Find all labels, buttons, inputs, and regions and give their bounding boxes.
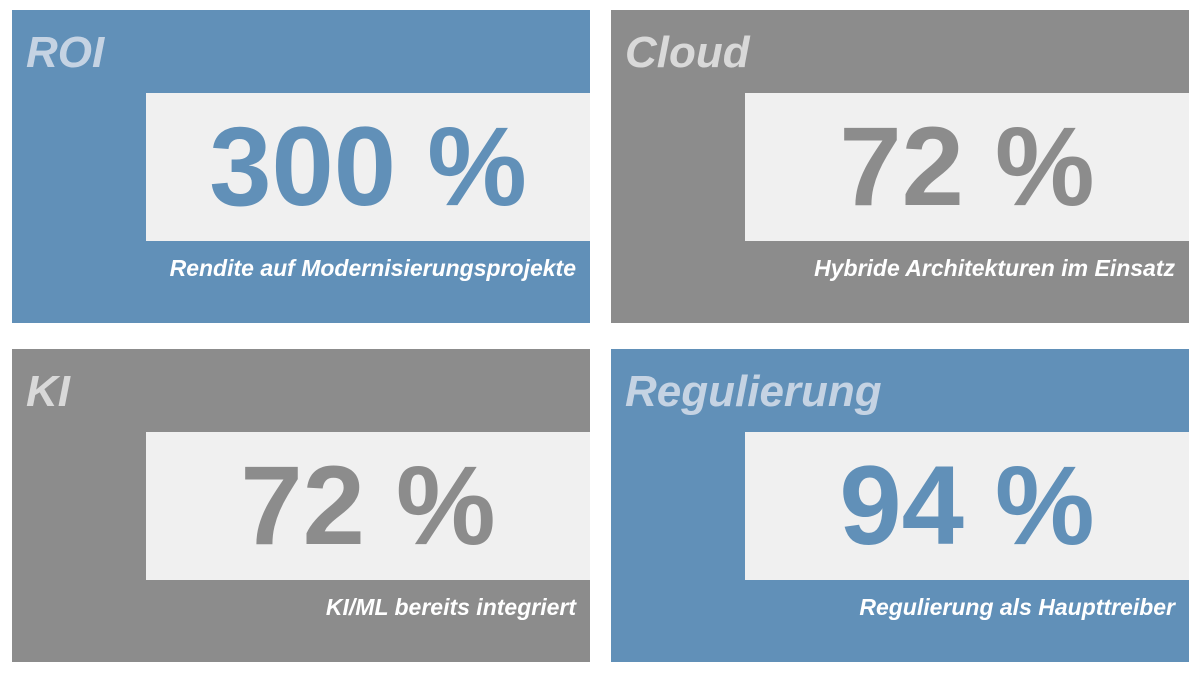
tile-caption: Regulierung als Haupttreiber xyxy=(859,594,1175,620)
tile-title: Regulierung xyxy=(625,367,882,416)
tile-title: ROI xyxy=(26,28,105,77)
tile-value: 300 % xyxy=(209,104,527,229)
value-box: 72 % xyxy=(745,93,1189,241)
tile-caption: Hybride Architekturen im Einsatz xyxy=(814,255,1175,281)
tile-value: 94 % xyxy=(839,443,1095,568)
tile-caption: KI/ML bereits integriert xyxy=(325,594,576,620)
tile-caption: Rendite auf Modernisierungsprojekte xyxy=(169,255,576,281)
tile-value: 72 % xyxy=(240,443,496,568)
tile: KI 72 % KI/ML bereits integriert xyxy=(12,349,590,662)
tile-title: Cloud xyxy=(625,28,750,77)
value-box: 72 % xyxy=(146,432,590,580)
tile: Cloud 72 % Hybride Architekturen im Eins… xyxy=(611,10,1189,323)
tile-value: 72 % xyxy=(839,104,1095,229)
tile: ROI 300 % Rendite auf Modernisierungspro… xyxy=(12,10,590,323)
tile: Regulierung 94 % Regulierung als Haupttr… xyxy=(611,349,1189,662)
tile-title: KI xyxy=(26,367,70,416)
value-box: 94 % xyxy=(745,432,1189,580)
value-box: 300 % xyxy=(146,93,590,241)
